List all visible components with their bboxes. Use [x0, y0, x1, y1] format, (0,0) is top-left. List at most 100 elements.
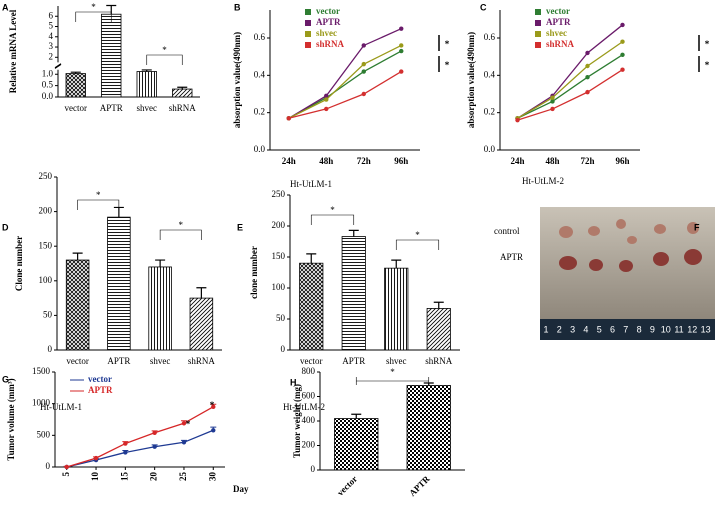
y-tick-label: 100 — [272, 282, 286, 292]
y-tick-label: 150 — [272, 251, 286, 261]
chart-caption: Ht-UtLM-2 — [522, 176, 564, 186]
series-marker — [550, 106, 555, 112]
x-tick-label: shvec — [137, 103, 158, 113]
series-marker — [324, 106, 329, 112]
y-axis-label: absorption value(490nm) — [466, 32, 476, 128]
bar — [65, 259, 90, 351]
x-tick-label: 15 — [119, 472, 129, 482]
row-label: control — [494, 226, 520, 236]
error-bar — [348, 229, 359, 237]
error-bar — [351, 413, 362, 419]
series-marker — [181, 421, 187, 426]
ruler-number: 7 — [623, 324, 628, 334]
ruler-number: 13 — [701, 324, 711, 334]
significance-bracket — [310, 214, 355, 225]
error-bar — [391, 259, 402, 269]
x-tick-label: 24h — [510, 156, 524, 166]
y-tick-label: 5 — [49, 21, 54, 31]
ruler-number: 8 — [637, 324, 642, 334]
y-tick-label: 100 — [39, 275, 53, 285]
y-axis-label: absorption value(490nm) — [232, 32, 242, 128]
series-marker — [211, 428, 216, 433]
bar — [299, 262, 324, 351]
y-tick-label: 0.6 — [254, 32, 266, 42]
panel-letter: B — [234, 2, 241, 12]
panel-letter: C — [480, 2, 487, 12]
legend-label: shvec — [546, 28, 567, 38]
series-marker — [152, 444, 157, 449]
panel-letter: A — [2, 2, 9, 12]
error-bar — [433, 301, 444, 309]
tumor-photo — [540, 207, 715, 340]
y-tick-label: 0.2 — [484, 107, 495, 117]
error-bar — [70, 71, 81, 74]
series-line — [517, 41, 623, 119]
y-tick-label: 200 — [272, 220, 286, 230]
bar — [101, 13, 122, 98]
chart-caption: Ht-UtLM-1 — [40, 402, 82, 412]
series-marker — [515, 117, 520, 123]
x-tick-label: 72h — [357, 156, 371, 166]
significance-star: * — [415, 230, 420, 240]
x-tick-label: 25 — [178, 472, 188, 482]
error-bar — [196, 287, 207, 299]
y-tick-label: 6 — [49, 10, 54, 20]
significance-star: * — [330, 205, 335, 215]
legend-label: APTR — [316, 17, 341, 27]
x-tick-label: vector — [66, 356, 89, 366]
y-tick-label: 50 — [43, 309, 53, 319]
bar — [426, 308, 451, 351]
y-tick-label: 800 — [302, 366, 316, 376]
y-axis-label: Clone number — [14, 236, 24, 291]
series-marker — [550, 99, 555, 104]
y-tick-label: 2 — [49, 51, 54, 61]
series-line — [288, 28, 402, 119]
x-tick-label: 96h — [615, 156, 629, 166]
x-tick-label: 72h — [580, 156, 594, 166]
series-marker — [399, 48, 404, 54]
significance-star: * — [705, 39, 710, 49]
y-tick-label: 0.0 — [484, 144, 496, 154]
y-tick-label: 250 — [39, 171, 53, 181]
x-axis-label: Day — [233, 484, 249, 494]
series-marker — [620, 39, 625, 44]
series-marker — [550, 95, 555, 100]
x-tick-label: 48h — [319, 156, 333, 166]
ruler-number: 2 — [557, 324, 562, 334]
x-tick-label: shvec — [386, 356, 407, 366]
series-marker — [181, 440, 187, 445]
y-tick-label: 500 — [37, 429, 51, 439]
x-tick-label: 20 — [149, 472, 159, 482]
x-tick-label: APTR — [107, 356, 130, 366]
legend-marker — [305, 31, 311, 37]
y-tick-label: 400 — [302, 415, 316, 425]
significance-bracket — [75, 11, 112, 22]
legend-label: APTR — [546, 17, 571, 27]
y-tick-label: 50 — [276, 313, 286, 323]
ruler-number: 11 — [674, 324, 683, 334]
series-line — [288, 71, 402, 119]
y-axis-label: Relative mRNA Level — [8, 9, 18, 93]
error-bar — [177, 86, 188, 90]
series-marker — [399, 69, 404, 74]
bar — [65, 73, 86, 98]
ruler-number: 3 — [570, 324, 575, 334]
panel-letter: D — [2, 222, 9, 232]
axis-break — [54, 64, 62, 69]
ruler-number: 1 — [543, 324, 548, 334]
series-marker — [123, 441, 128, 446]
axis-break — [54, 63, 62, 69]
series-marker — [585, 89, 590, 95]
series-marker — [399, 26, 404, 31]
y-tick-label: 250 — [272, 189, 286, 199]
y-tick-label: 3 — [49, 41, 54, 51]
series-marker — [620, 22, 625, 28]
x-tick-label: APTR — [342, 356, 365, 366]
legend-marker — [535, 20, 541, 26]
panel-letter: H — [290, 377, 297, 387]
legend-label: vector — [88, 374, 112, 384]
y-tick-label: 0.4 — [254, 69, 266, 79]
series-marker — [361, 61, 366, 67]
bar — [384, 267, 409, 351]
